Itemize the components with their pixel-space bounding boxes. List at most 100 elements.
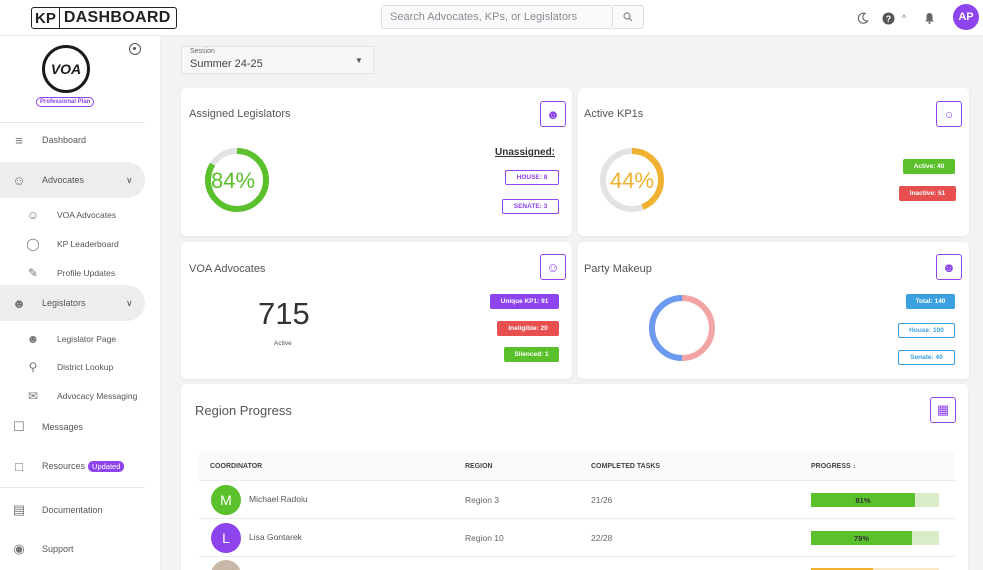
chevron-down-icon: ∨: [126, 297, 133, 308]
kp1s-donut: [600, 148, 664, 212]
medal-icon[interactable]: ○: [936, 101, 962, 127]
sidebar-divider: [0, 487, 145, 488]
svg-text:?: ?: [885, 14, 891, 24]
session-caption: Session: [190, 48, 215, 55]
person-icon: ☻: [26, 331, 40, 346]
sidebar-item-label: Messages: [42, 422, 84, 432]
card-title: Active KP1s: [584, 108, 644, 120]
column-header[interactable]: COORDINATOR: [210, 463, 263, 470]
active-badge[interactable]: Active: 40: [903, 159, 955, 174]
senate-unassigned-badge[interactable]: SENATE: 3: [502, 199, 559, 214]
message-icon: ✉: [27, 388, 39, 403]
progress-fill: 81%: [811, 493, 915, 507]
sidebar-item-legislators[interactable]: ☻ Legislators ∨: [0, 285, 145, 321]
avatar: [211, 560, 241, 570]
assigned-donut: [205, 148, 269, 212]
progress-fill: [811, 568, 873, 570]
house-badge[interactable]: House: 100: [898, 323, 955, 338]
sidebar-item-label: Legislators: [42, 298, 86, 308]
sidebar-item-label: Documentation: [42, 505, 103, 515]
org-logo: VOA: [42, 45, 90, 93]
updated-badge: Updated: [88, 460, 125, 472]
session-select[interactable]: Session Summer 24-25 ▼: [181, 46, 374, 74]
chevron-down-icon: ∨: [126, 174, 133, 185]
assigned-legislators-card: Assigned Legislators ☻ 84% Unassigned: H…: [181, 88, 572, 236]
sidebar-item-documentation[interactable]: ▤ Documentation: [0, 492, 145, 528]
unassigned-label: Unassigned:: [495, 147, 556, 158]
sidebar-item-district-lookup[interactable]: ⚲ District Lookup: [0, 352, 145, 381]
house-unassigned-badge[interactable]: HOUSE: 8: [505, 170, 559, 185]
legislator-icon[interactable]: ☻: [936, 254, 962, 280]
table-header: COORDINATOR REGION COMPLETED TASKS PROGR…: [199, 451, 955, 481]
donut-fill-blue: [649, 295, 715, 361]
legislator-icon[interactable]: ☻: [540, 101, 566, 127]
tasks-cell: 22/28: [591, 533, 613, 543]
column-header[interactable]: PROGRESS ↓: [811, 463, 857, 470]
sidebar-item-dashboard[interactable]: ≡ Dashboard: [0, 122, 145, 158]
advocate-count-label: Active: [274, 340, 292, 347]
search-button[interactable]: [613, 5, 644, 29]
search-input[interactable]: Search Advocates, KPs, or Legislators: [381, 5, 613, 29]
chat-icon: ☐: [13, 419, 25, 434]
target-icon[interactable]: [129, 43, 141, 55]
bell-icon[interactable]: [921, 9, 937, 27]
progress-bar: 81%: [811, 493, 939, 507]
card-title: Region Progress: [195, 403, 292, 418]
silenced-badge[interactable]: Silenced: 1: [504, 347, 559, 362]
folder-icon: □: [15, 458, 23, 474]
voa-advocates-card: VOA Advocates ☺ 715 Active Unique KP1: 9…: [181, 242, 572, 379]
sidebar-item-messages[interactable]: ☐ Messages: [0, 409, 145, 445]
sidebar-divider: [0, 122, 145, 123]
progress-track: [873, 568, 939, 570]
lifebuoy-icon: ◉: [13, 541, 25, 556]
sidebar-item-label: KP Leaderboard: [57, 238, 119, 249]
region-cell: Region 3: [465, 495, 500, 505]
progress-label: 79%: [853, 533, 869, 543]
region-cell: Region 10: [465, 533, 504, 543]
card-title: Assigned Legislators: [189, 108, 291, 120]
sidebar-item-resources[interactable]: □ Resources Updated: [0, 448, 145, 484]
app-logo[interactable]: KP DASHBOARD: [31, 7, 177, 29]
sidebar-item-label: Resources Updated: [42, 460, 125, 472]
sidebar-item-label-text: Resources: [42, 460, 86, 471]
ineligible-badge[interactable]: Ineligible: 20: [497, 321, 559, 336]
people-icon: ☺: [12, 172, 26, 188]
progress-track: [915, 493, 939, 507]
list-check-icon: ≡: [15, 132, 23, 148]
sidebar-item-support[interactable]: ◉ Support: [0, 531, 145, 567]
user-avatar[interactable]: AP: [953, 4, 979, 30]
column-header[interactable]: COMPLETED TASKS: [591, 463, 661, 470]
party-makeup-card: Party Makeup ☻ Total: 140 House: 100 Sen…: [578, 242, 969, 379]
help-icon[interactable]: ?: [880, 9, 896, 27]
sidebar-item-label: VOA Advocates: [57, 209, 117, 220]
inactive-badge[interactable]: Inactive: 51: [899, 186, 956, 201]
sidebar-item-label: Advocacy Messaging: [57, 390, 138, 401]
card-title: Party Makeup: [584, 263, 652, 275]
table-row[interactable]: L Lisa Gontarek Region 10 22/28 79%: [199, 519, 955, 557]
chevron-up-icon[interactable]: ^: [901, 13, 907, 23]
sidebar-item-profile-updates[interactable]: ✎ Profile Updates: [0, 258, 145, 287]
sidebar-item-label: Advocates: [42, 175, 85, 185]
sidebar-item-voa-advocates[interactable]: ☺ VOA Advocates: [0, 200, 145, 229]
column-header[interactable]: REGION: [465, 463, 493, 470]
table-row[interactable]: M Michael Radoiu Region 3 21/26 81%: [199, 481, 955, 519]
sidebar-item-advocates[interactable]: ☺ Advocates ∨: [0, 162, 145, 198]
sidebar-item-kp-leaderboard[interactable]: ◯ KP Leaderboard: [0, 229, 145, 258]
grid-icon[interactable]: ▦: [930, 397, 956, 423]
group-icon[interactable]: ☺: [540, 254, 566, 280]
sidebar-item-advocacy-messaging[interactable]: ✉ Advocacy Messaging: [0, 381, 145, 410]
total-badge[interactable]: Total: 140: [906, 294, 955, 309]
medal-icon: ◯: [26, 236, 40, 251]
theme-toggle-icon[interactable]: [855, 9, 871, 27]
avatar: L: [211, 523, 241, 553]
unique-kp1-badge[interactable]: Unique KP1: 91: [490, 294, 559, 309]
coordinator-name: Lisa Gontarek: [249, 532, 302, 542]
senate-badge[interactable]: Senate: 40: [898, 350, 955, 365]
sidebar: VOA Professional Plan ≡ Dashboard ☺ Advo…: [0, 36, 161, 570]
card-title: VOA Advocates: [189, 263, 266, 275]
table-row[interactable]: [199, 557, 955, 570]
logo-text: DASHBOARD: [63, 9, 171, 26]
sidebar-item-legislator-page[interactable]: ☻ Legislator Page: [0, 324, 145, 353]
percent-label: 44%: [610, 168, 655, 193]
active-kp1s-card: Active KP1s ○ 44% Active: 40 Inactive: 5…: [578, 88, 969, 236]
